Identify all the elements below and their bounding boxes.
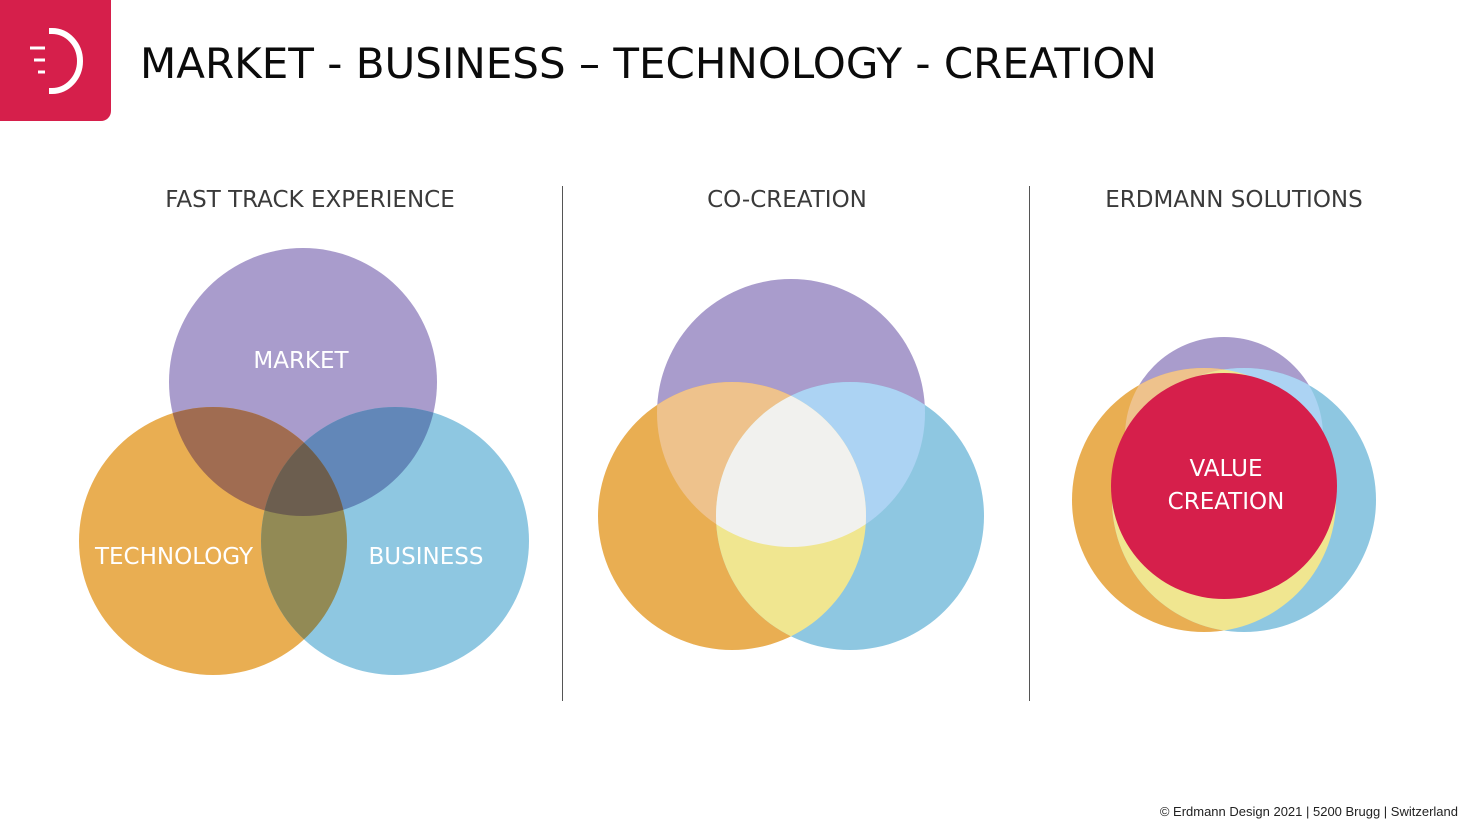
venn-co-creation <box>598 279 984 650</box>
panel-title-fast-track: FAST TRACK EXPERIENCE <box>165 187 455 213</box>
page-title: MARKET - BUSINESS – TECHNOLOGY - CREATIO… <box>140 39 1157 88</box>
panel-title-erdmann-solutions: ERDMANN SOLUTIONS <box>1105 187 1363 213</box>
footer-copyright: © Erdmann Design 2021 | 5200 Brugg | Swi… <box>1159 804 1458 819</box>
divider-left <box>562 186 563 701</box>
center-overlap <box>261 407 347 516</box>
divider-right <box>1029 186 1030 701</box>
label-creation: CREATION <box>1168 489 1285 515</box>
label-technology: TECHNOLOGY <box>94 544 254 570</box>
label-business: BUSINESS <box>369 544 484 570</box>
brand-logo <box>0 0 111 121</box>
venn-fast-track: MARKET TECHNOLOGY BUSINESS <box>79 248 529 675</box>
label-value: VALUE <box>1189 456 1262 482</box>
center-overlap <box>716 382 866 547</box>
panel-title-co-creation: CO-CREATION <box>707 187 867 213</box>
venn-erdmann-solutions: VALUE CREATION <box>1072 337 1376 632</box>
value-creation-circle <box>1111 373 1337 599</box>
label-market: MARKET <box>253 348 349 374</box>
erdmann-d-logo-icon <box>30 28 83 94</box>
